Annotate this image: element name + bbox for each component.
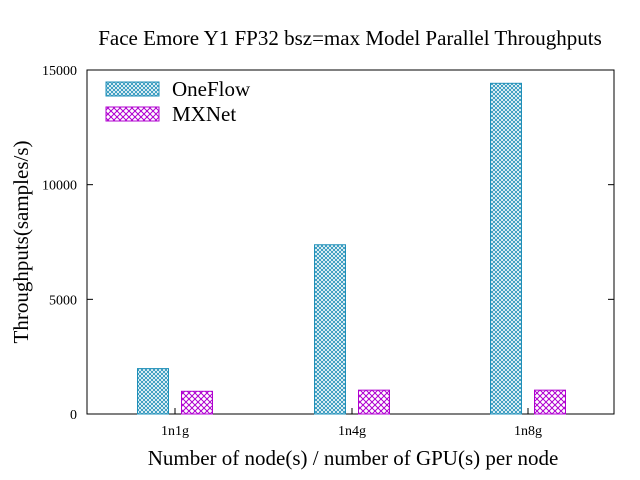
- x-tick-label: 1n8g: [514, 424, 542, 439]
- bar-oneflow-1n1g: [137, 368, 169, 415]
- bar-mxnet-1n8g: [534, 389, 566, 415]
- chart-title: Face Emore Y1 FP32 bsz=max Model Paralle…: [98, 26, 602, 50]
- y-axis-label: Throughputs(samples/s): [9, 141, 33, 344]
- y-axis: 0 5000 10000 15000: [42, 64, 614, 423]
- x-tick-label: 1n4g: [338, 424, 366, 439]
- x-axis: 1n1g 1n4g 1n8g: [161, 408, 542, 439]
- bar-mxnet-1n4g: [358, 389, 390, 415]
- y-tick-label: 10000: [42, 179, 77, 194]
- legend-label-mxnet: MXNet: [172, 102, 236, 126]
- legend-label-oneflow: OneFlow: [172, 77, 251, 101]
- legend-swatch-oneflow: [105, 81, 160, 97]
- x-axis-label: Number of node(s) / number of GPU(s) per…: [148, 446, 559, 470]
- y-tick-label: 15000: [42, 64, 77, 79]
- bars: [137, 82, 566, 415]
- y-tick-label: 0: [70, 408, 77, 423]
- x-tick-label: 1n1g: [161, 424, 189, 439]
- plot-area: [86, 69, 615, 415]
- bar-mxnet-1n1g: [181, 390, 213, 415]
- y-tick-label: 5000: [49, 293, 77, 308]
- legend-swatch-mxnet: [105, 106, 160, 122]
- bar-oneflow-1n4g: [314, 244, 346, 415]
- bar-oneflow-1n8g: [490, 82, 522, 415]
